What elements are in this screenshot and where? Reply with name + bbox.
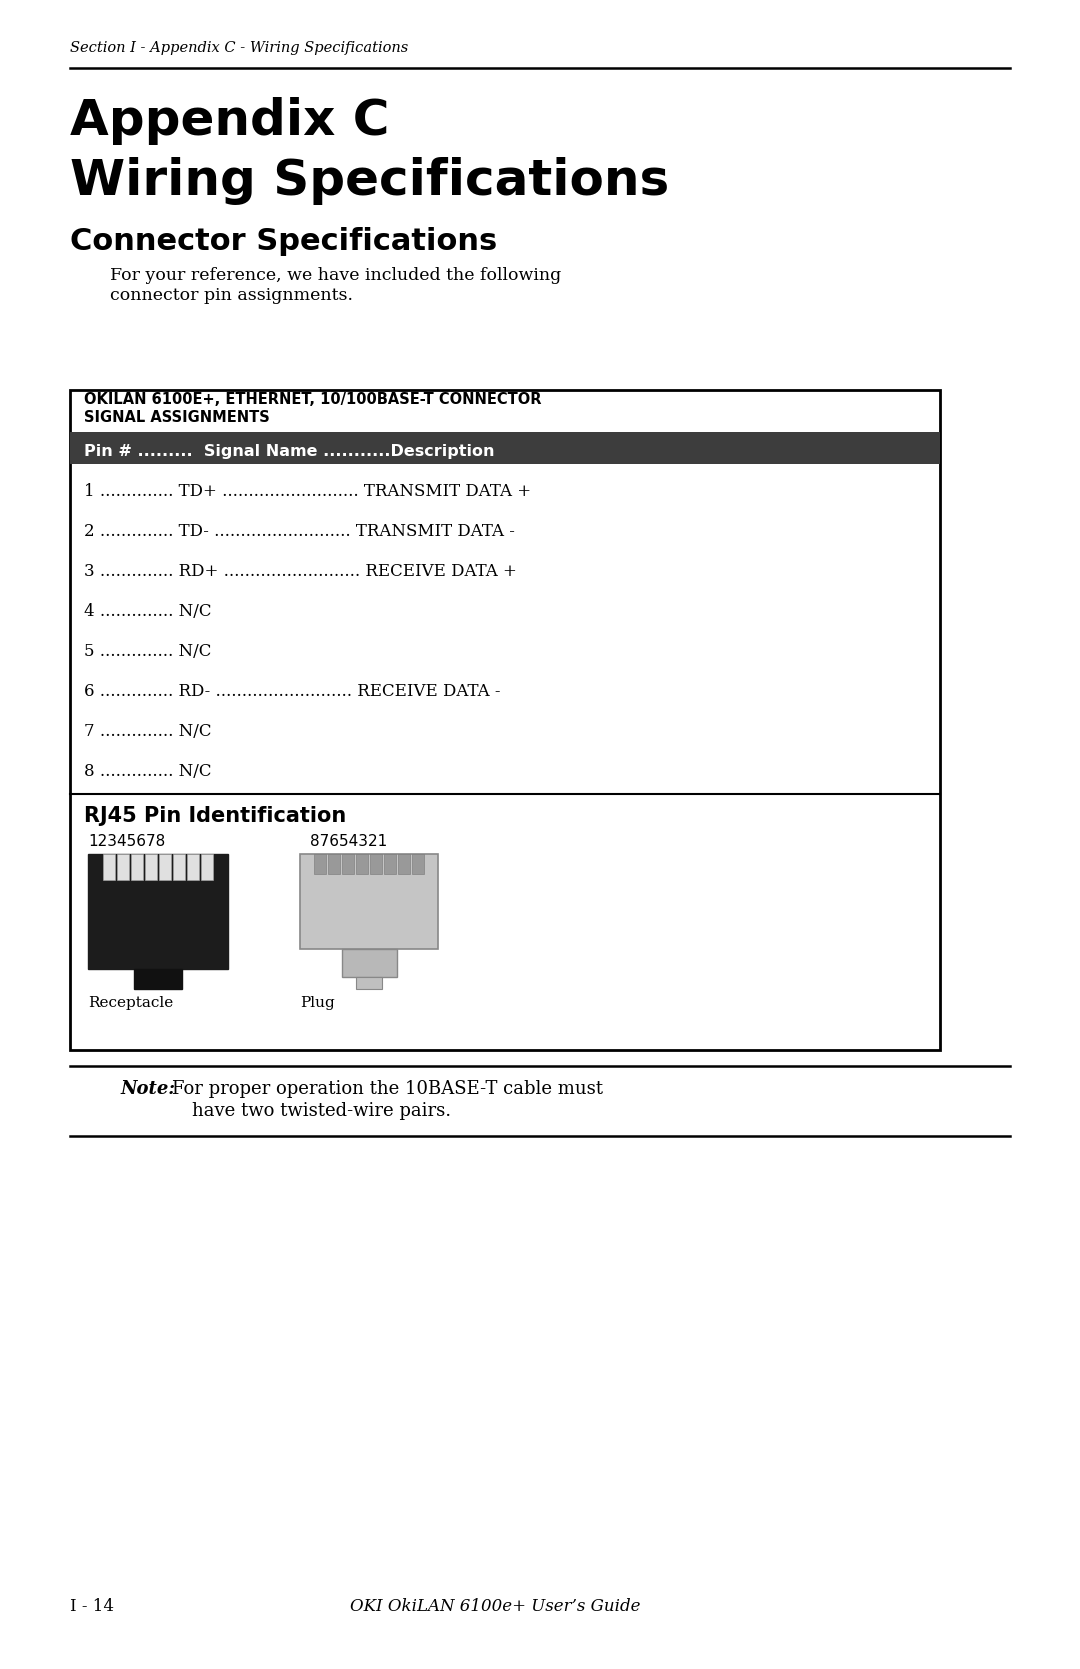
Text: 8 .............. N/C: 8 .............. N/C [84, 763, 212, 779]
Bar [70, 432, 940, 464]
Text: OKILAN 6100E+, ETHERNET, 10/100BASE-T CONNECTOR: OKILAN 6100E+, ETHERNET, 10/100BASE-T CO… [84, 392, 541, 407]
Bar [131, 855, 143, 880]
Bar [356, 855, 368, 875]
Text: OKI OkiLAN 6100e+ User’s Guide: OKI OkiLAN 6100e+ User’s Guide [350, 1597, 640, 1616]
Text: connector pin assignments.: connector pin assignments. [110, 287, 353, 304]
Bar [328, 855, 340, 875]
Text: SIGNAL ASSIGNMENTS: SIGNAL ASSIGNMENTS [84, 411, 270, 426]
Text: Plug: Plug [300, 996, 335, 1010]
Bar [384, 855, 396, 875]
Text: Receptacle: Receptacle [87, 996, 173, 1010]
Text: For proper operation the 10BASE-T cable must: For proper operation the 10BASE-T cable … [172, 1080, 603, 1098]
Bar [103, 855, 114, 880]
Bar [145, 855, 157, 880]
Bar [314, 855, 326, 875]
Text: 2 .............. TD- .......................... TRANSMIT DATA -: 2 .............. TD- ...................… [84, 522, 515, 541]
Bar [300, 855, 438, 950]
Bar [159, 855, 171, 880]
Text: RJ45 Pin Identification: RJ45 Pin Identification [84, 806, 347, 826]
Bar [411, 855, 424, 875]
Text: 1 .............. TD+ .......................... TRANSMIT DATA +: 1 .............. TD+ ...................… [84, 482, 531, 501]
Bar [341, 950, 396, 976]
Text: 4 .............. N/C: 4 .............. N/C [84, 603, 212, 619]
Bar [70, 391, 940, 1050]
Text: I - 14: I - 14 [70, 1597, 114, 1616]
Bar [201, 855, 213, 880]
Text: 6 .............. RD- .......................... RECEIVE DATA -: 6 .............. RD- ...................… [84, 683, 500, 699]
Text: have two twisted-wire pairs.: have two twisted-wire pairs. [192, 1102, 451, 1120]
Text: 7 .............. N/C: 7 .............. N/C [84, 723, 212, 739]
Text: For your reference, we have included the following: For your reference, we have included the… [110, 267, 562, 284]
Text: Section I - Appendix C - Wiring Specifications: Section I - Appendix C - Wiring Specific… [70, 42, 408, 55]
Text: Connector Specifications: Connector Specifications [70, 227, 497, 255]
Text: Pin # .........  Signal Name ...........Description: Pin # ......... Signal Name ...........D… [84, 444, 495, 459]
Text: 12345678: 12345678 [87, 834, 165, 850]
Bar [356, 976, 382, 990]
Text: 3 .............. RD+ .......................... RECEIVE DATA +: 3 .............. RD+ ...................… [84, 562, 517, 581]
Bar [173, 855, 185, 880]
Bar [134, 970, 183, 990]
Text: Appendix C: Appendix C [70, 97, 390, 145]
Bar [342, 855, 354, 875]
Text: Wiring Specifications: Wiring Specifications [70, 157, 670, 205]
Text: 5 .............. N/C: 5 .............. N/C [84, 643, 212, 659]
Bar [87, 855, 228, 970]
Bar [370, 855, 382, 875]
Text: Note:: Note: [120, 1080, 175, 1098]
Text: 87654321: 87654321 [310, 834, 388, 850]
Bar [399, 855, 410, 875]
Bar [187, 855, 199, 880]
Bar [117, 855, 129, 880]
